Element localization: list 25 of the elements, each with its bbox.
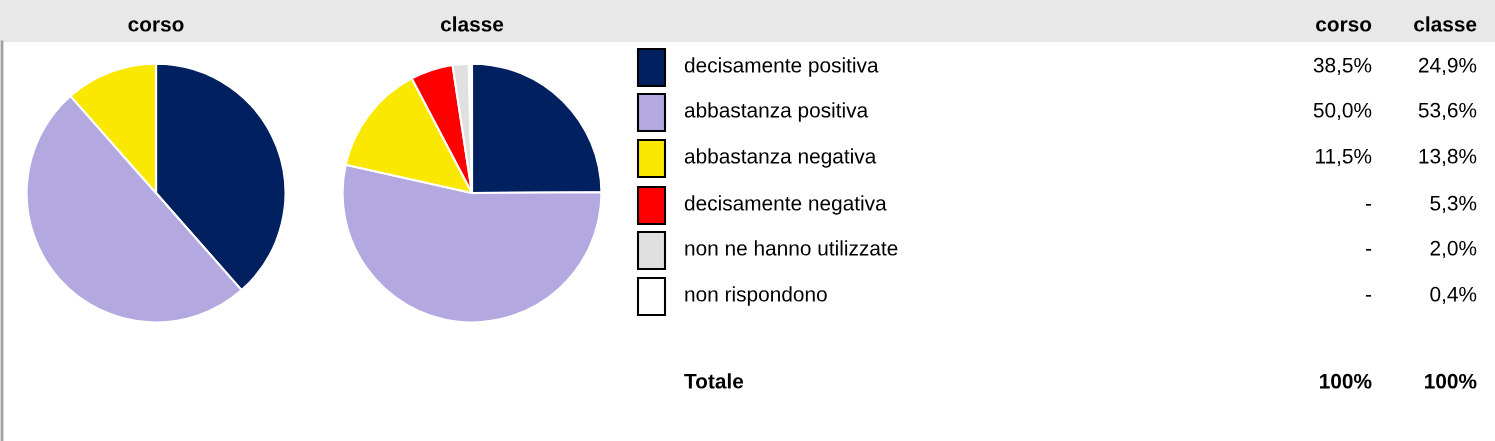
category-label: abbastanza positiva [684,102,869,122]
text: - [1365,204,1372,206]
text: 0,4% [1430,286,1477,305]
text: 100% [1320,373,1372,389]
text: 11,5% [1316,148,1372,167]
text: 24,9% [1418,57,1477,76]
text: 13,8% [1419,148,1477,167]
text: 38,5% [1313,57,1372,76]
text: 100% [1425,373,1477,389]
category-label: non rispondono [685,286,827,306]
text: corso [1316,20,1372,32]
chart-title: classe [440,16,504,32]
text: - [1365,249,1372,251]
category-label: decisamente negativa [684,195,887,215]
category-label: abbastanza negativa [684,148,877,168]
category-label: decisamente positiva [684,57,879,77]
text: 2,0% [1430,240,1477,259]
text: - [1365,295,1372,297]
text: classe [1414,16,1477,32]
chart-title: corso [128,20,184,32]
text: Totale [684,373,744,389]
text: 5,3% [1430,195,1477,214]
text: 53,6% [1418,102,1477,121]
text: 50,0% [1313,102,1372,121]
category-label: non ne hanno utilizzate [685,240,898,256]
